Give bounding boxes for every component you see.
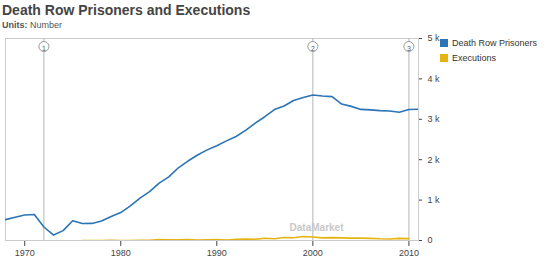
svg-text:2000: 2000	[303, 248, 323, 256]
svg-text:1: 1	[42, 45, 46, 52]
svg-text:3: 3	[407, 45, 411, 52]
svg-text:3 k: 3 k	[428, 114, 441, 124]
html-text:Death Row Prisoners and Execut: Death Row Prisoners and Executions	[2, 2, 251, 18]
html-text:Death Row Prisoners: Death Row Prisoners	[452, 38, 537, 48]
svg-text:1980: 1980	[111, 248, 131, 256]
svg-text:2: 2	[311, 45, 315, 52]
svg-text:0: 0	[428, 235, 433, 245]
svg-text:2010: 2010	[399, 248, 419, 256]
html-text:Units: Number: Units: Number	[2, 20, 62, 30]
svg-text:2 k: 2 k	[428, 155, 441, 165]
svg-text:1 k: 1 k	[428, 195, 441, 205]
svg-text:4 k: 4 k	[428, 74, 441, 84]
svg-text:1990: 1990	[207, 248, 227, 256]
svg-text:1970: 1970	[15, 248, 35, 256]
html-text:Executions: Executions	[452, 53, 496, 63]
svg-text:DataMarket: DataMarket	[290, 222, 345, 233]
svg-text:5 k: 5 k	[428, 33, 441, 43]
